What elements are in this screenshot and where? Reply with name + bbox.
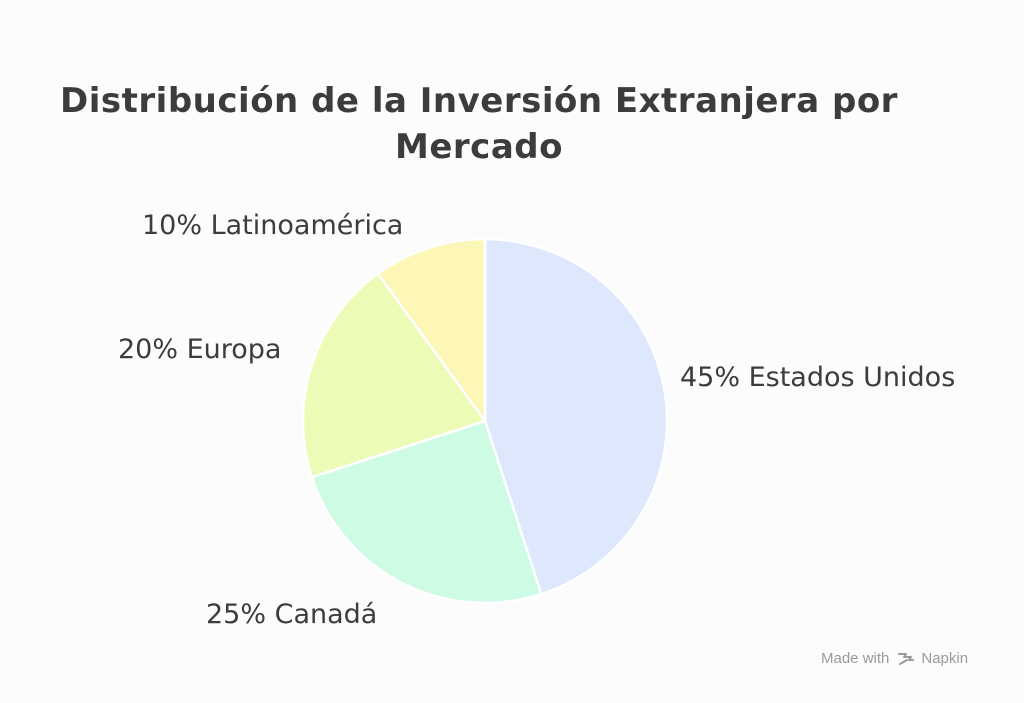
watermark-brand: Napkin — [921, 650, 969, 667]
chart-title: Distribución de la Inversión Extranjera … — [60, 81, 898, 167]
watermark: Made with Napkin — [821, 650, 968, 667]
pie-slice-canad- — [310, 419, 543, 605]
watermark-prefix: Made with — [821, 650, 890, 667]
slice-label-europa: 20% Europa — [118, 334, 281, 365]
napkin-logo-icon — [898, 652, 915, 665]
slice-label-canad-: 25% Canadá — [206, 599, 377, 630]
slice-label-estados-unidos: 45% Estados Unidos — [680, 362, 955, 393]
pie-slice-latinoam-rica — [376, 237, 487, 423]
pie-slice-europa — [301, 272, 487, 479]
pie-slice-estados-unidos — [483, 237, 669, 596]
pie-labels: 45% Estados Unidos 25% Canadá 20% Europa 10… — [118, 210, 955, 630]
pie-slices — [301, 237, 669, 605]
slice-label-latinoam-rica: 10% Latinoamérica — [142, 210, 403, 241]
